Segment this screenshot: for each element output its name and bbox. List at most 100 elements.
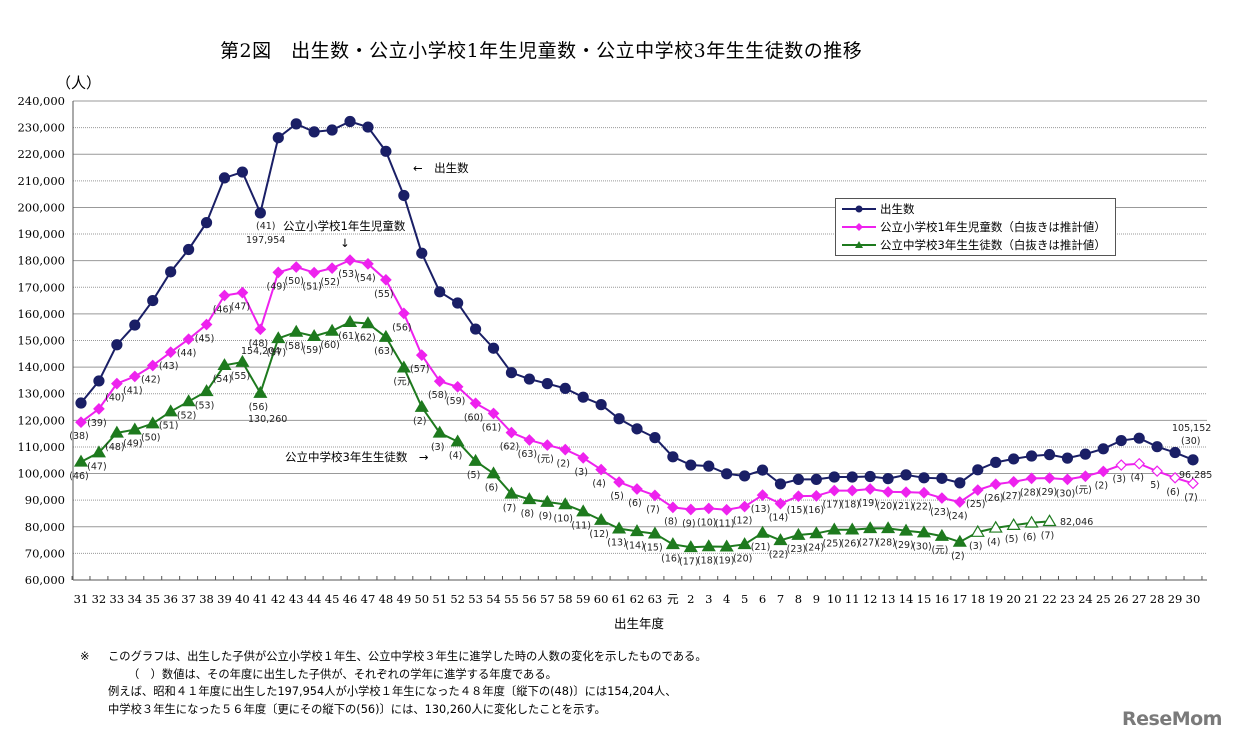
y-tick-label: 130,000: [17, 387, 65, 401]
note-line-3: 例えば、昭和４１年度に出生した197,954人が小学校１年生になった４８年度〔縦…: [108, 685, 677, 698]
data-point: [487, 342, 500, 354]
legend-item-elementary: 公立小学校1年生児童数（白抜きは推計値）: [842, 218, 1115, 235]
point-label: (21): [751, 542, 771, 553]
point-label: (18): [840, 500, 860, 511]
point-label: (6): [1023, 532, 1036, 543]
x-tick-label: 13: [881, 592, 896, 606]
x-tick-label: 22: [1042, 592, 1057, 606]
note-line-4: 中学校３年生になった５６年度〔更にその縦下の(56)〕には、130,260人に変…: [108, 702, 606, 716]
births-arrow-annotation: ← 出生数: [413, 161, 469, 175]
x-tick-label: 45: [325, 592, 340, 606]
data-point: [1008, 453, 1020, 465]
data-point: [954, 477, 966, 489]
data-point: [469, 323, 482, 335]
elem-annotation-label: 公立小学校1年生児童数: [283, 219, 406, 233]
data-point: [1043, 449, 1056, 461]
point-label: (22): [912, 502, 932, 513]
data-point: [701, 539, 716, 552]
y-axis-unit: （人）: [56, 74, 102, 92]
y-tick-label: 80,000: [25, 520, 65, 534]
x-tick-label: 26: [1114, 592, 1129, 606]
point-label: (53): [338, 269, 358, 280]
data-point: [1169, 446, 1181, 459]
point-label: (19): [715, 556, 735, 567]
x-tick-label: 4: [723, 592, 730, 606]
data-point: [362, 258, 374, 270]
data-point: [1151, 465, 1163, 478]
point-label: (7): [503, 503, 516, 514]
y-tick-label: 140,000: [17, 360, 65, 374]
point-label: (55): [374, 289, 394, 300]
x-tick-label: 23: [1060, 592, 1075, 606]
x-tick-label: 31: [74, 592, 89, 606]
x-tick-label: 33: [110, 592, 125, 606]
x-tick-label: 17: [953, 592, 968, 606]
point-label: (3): [431, 442, 444, 453]
data-point: [971, 484, 984, 496]
x-tick-label: 56: [522, 592, 537, 606]
births-41-year-label: (41): [256, 221, 276, 232]
data-point: [271, 331, 286, 344]
point-label: (元): [393, 377, 410, 388]
data-point: [164, 346, 177, 359]
data-point: [290, 261, 303, 273]
legend-item-middle: 公立中学校3年生生徒数（白抜きは推計値）: [842, 236, 1115, 253]
point-label: (43): [159, 361, 179, 372]
x-tick-label: 52: [450, 592, 465, 606]
data-point: [362, 121, 374, 133]
point-label: (24): [948, 511, 968, 522]
x-tick-label: 14: [899, 592, 914, 606]
births-41-value-label: 197,954: [246, 235, 285, 246]
data-point: [523, 434, 536, 446]
data-point: [325, 323, 340, 336]
data-point: [1025, 472, 1038, 485]
point-label: (56): [249, 402, 269, 413]
data-point: [559, 382, 571, 394]
x-tick-label: 55: [504, 592, 519, 606]
point-label: (50): [141, 433, 161, 444]
point-label: (17): [823, 500, 843, 511]
data-point: [665, 537, 680, 550]
data-point: [183, 243, 195, 256]
point-label: (59): [302, 345, 322, 356]
legend-label: 出生数: [880, 201, 915, 216]
point-label: (12): [589, 529, 609, 540]
point-label: (38): [69, 431, 89, 442]
data-point: [414, 399, 429, 412]
data-point: [827, 522, 842, 535]
elem-48-value-label: 154,204: [241, 346, 280, 357]
circle-marker-icon: [842, 203, 876, 215]
point-label: (39): [87, 418, 107, 429]
y-tick-label: 150,000: [17, 334, 65, 348]
x-tick-label: 63: [648, 592, 663, 606]
data-point: [396, 360, 411, 373]
point-label: (46): [69, 471, 89, 482]
x-tick-label: 24: [1078, 592, 1093, 606]
data-point: [1169, 471, 1181, 484]
data-point: [649, 432, 661, 444]
data-point: [936, 472, 948, 484]
data-point: [181, 394, 196, 407]
data-point: [918, 472, 930, 484]
data-point: [199, 384, 214, 397]
data-point: [200, 318, 213, 331]
point-label: (18): [697, 555, 717, 566]
data-point: [236, 286, 249, 299]
x-axis-title: 出生年度: [614, 616, 665, 631]
x-tick-label: 40: [235, 592, 250, 606]
data-point: [468, 453, 483, 466]
data-point: [147, 294, 159, 307]
x-tick-label: 39: [217, 592, 232, 606]
point-label: (元): [1075, 485, 1092, 496]
data-point: [703, 460, 715, 472]
data-point: [667, 451, 679, 463]
data-point: [647, 526, 662, 539]
x-tick-label: 27: [1132, 592, 1147, 606]
point-label: (15): [643, 543, 663, 554]
note-line-2: （ ）数値は、その年度に出生した子供が、それぞれの学年に進学する年度である。: [128, 667, 557, 681]
data-point: [881, 521, 896, 534]
data-point: [360, 316, 376, 329]
data-point: [952, 534, 967, 547]
data-point: [1187, 454, 1199, 466]
data-point: [702, 502, 715, 515]
